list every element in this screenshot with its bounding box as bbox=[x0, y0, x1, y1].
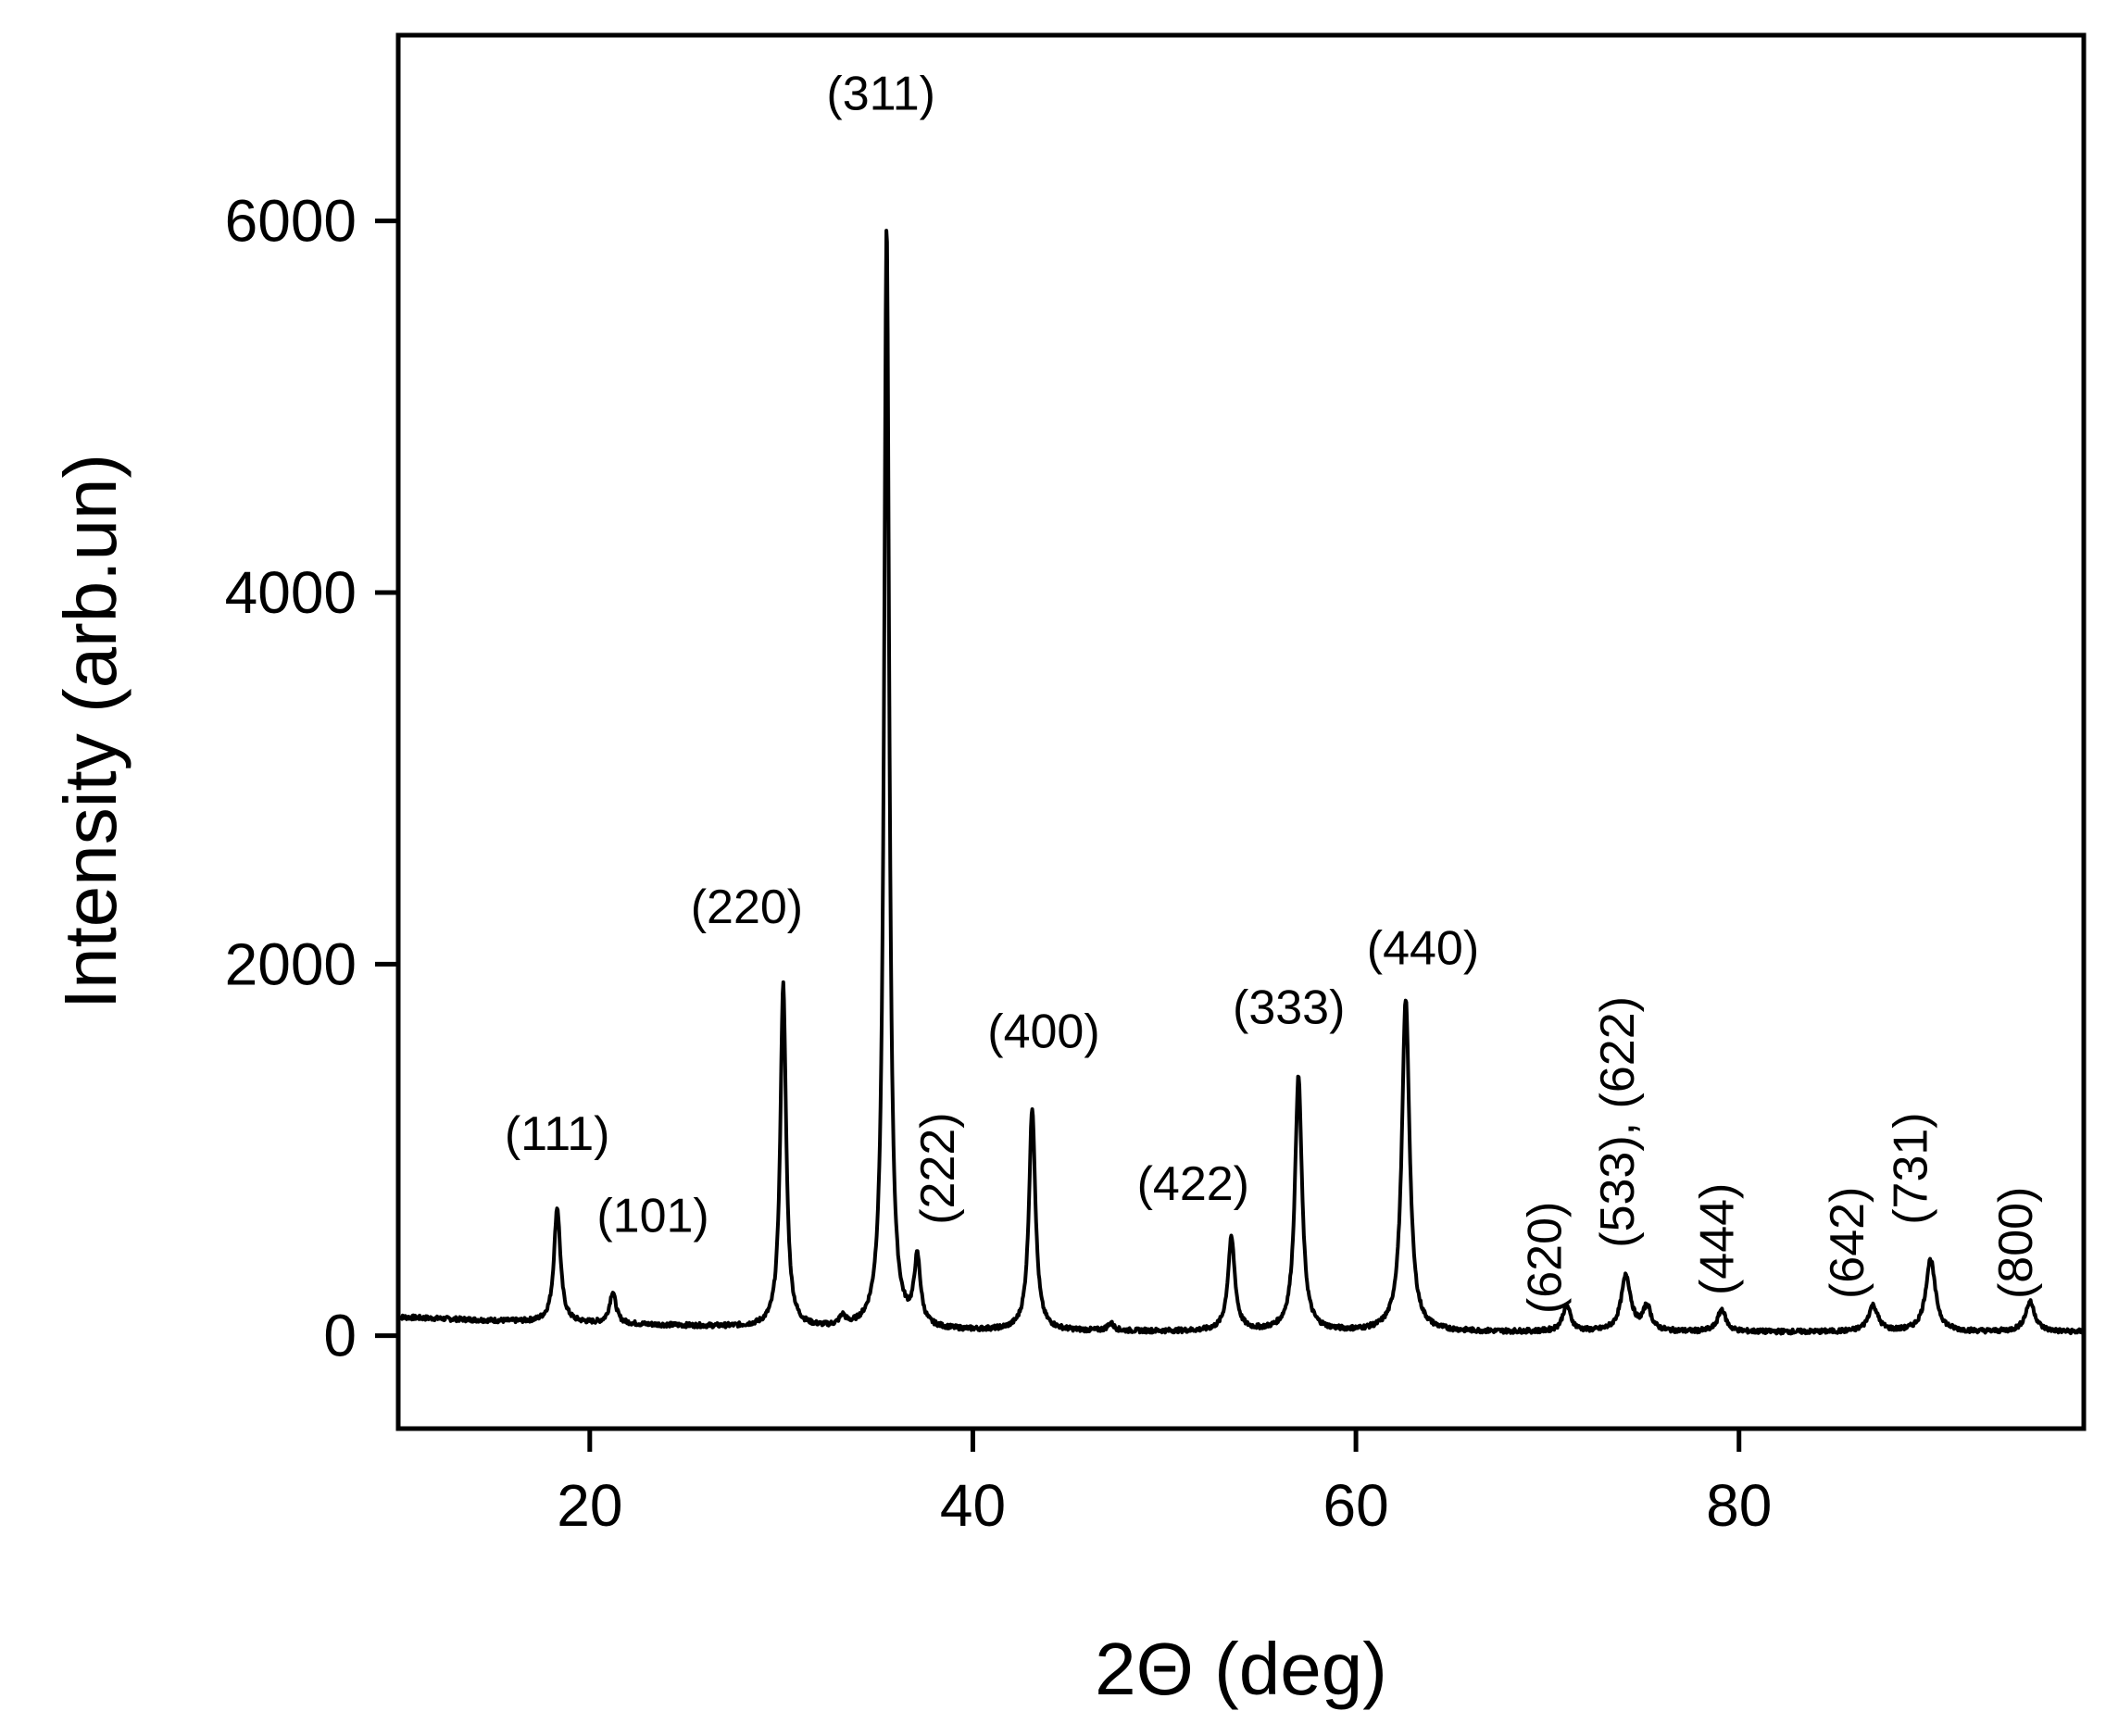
y-tick-label: 2000 bbox=[225, 930, 357, 997]
x-tick-label: 80 bbox=[1706, 1472, 1772, 1539]
peak-annotations: (111) (101) (220) (311) (222) (400) (422) (333)… bbox=[505, 67, 2043, 1314]
peak-label: (101) bbox=[596, 1189, 708, 1243]
peak-label: (400) bbox=[987, 1005, 1099, 1059]
plot-frame bbox=[395, 32, 2087, 1431]
y-tick-label: 4000 bbox=[225, 559, 357, 626]
peak-label: (111) bbox=[505, 1107, 610, 1161]
xrd-pattern-line bbox=[396, 229, 2086, 1336]
peak-label: (444) bbox=[1691, 1183, 1745, 1295]
y-axis: 0 2000 4000 6000 bbox=[225, 188, 398, 1369]
peak-label: (222) bbox=[911, 1112, 965, 1224]
peak-label: (642) bbox=[1821, 1187, 1874, 1299]
peak-label: (440) bbox=[1367, 921, 1479, 975]
peak-label: (533), (622) bbox=[1591, 996, 1645, 1248]
peak-label: (333) bbox=[1233, 981, 1345, 1035]
y-axis-title: Intensity (arb.un) bbox=[49, 454, 132, 1009]
peak-label: (800) bbox=[1989, 1187, 2043, 1299]
x-axis-title: 2Θ (deg) bbox=[1095, 1628, 1387, 1710]
peak-label: (220) bbox=[691, 880, 803, 934]
x-tick-label: 40 bbox=[940, 1472, 1006, 1539]
x-tick-label: 20 bbox=[557, 1472, 622, 1539]
x-tick-label: 60 bbox=[1323, 1472, 1388, 1539]
peak-label: (731) bbox=[1884, 1112, 1937, 1224]
x-axis: 20 40 60 80 bbox=[557, 1429, 1772, 1539]
peak-label: (620) bbox=[1518, 1202, 1572, 1314]
y-tick-label: 0 bbox=[323, 1303, 357, 1369]
y-tick-label: 6000 bbox=[225, 188, 357, 255]
peak-label: (311) bbox=[826, 67, 935, 120]
peak-label: (422) bbox=[1137, 1157, 1249, 1211]
